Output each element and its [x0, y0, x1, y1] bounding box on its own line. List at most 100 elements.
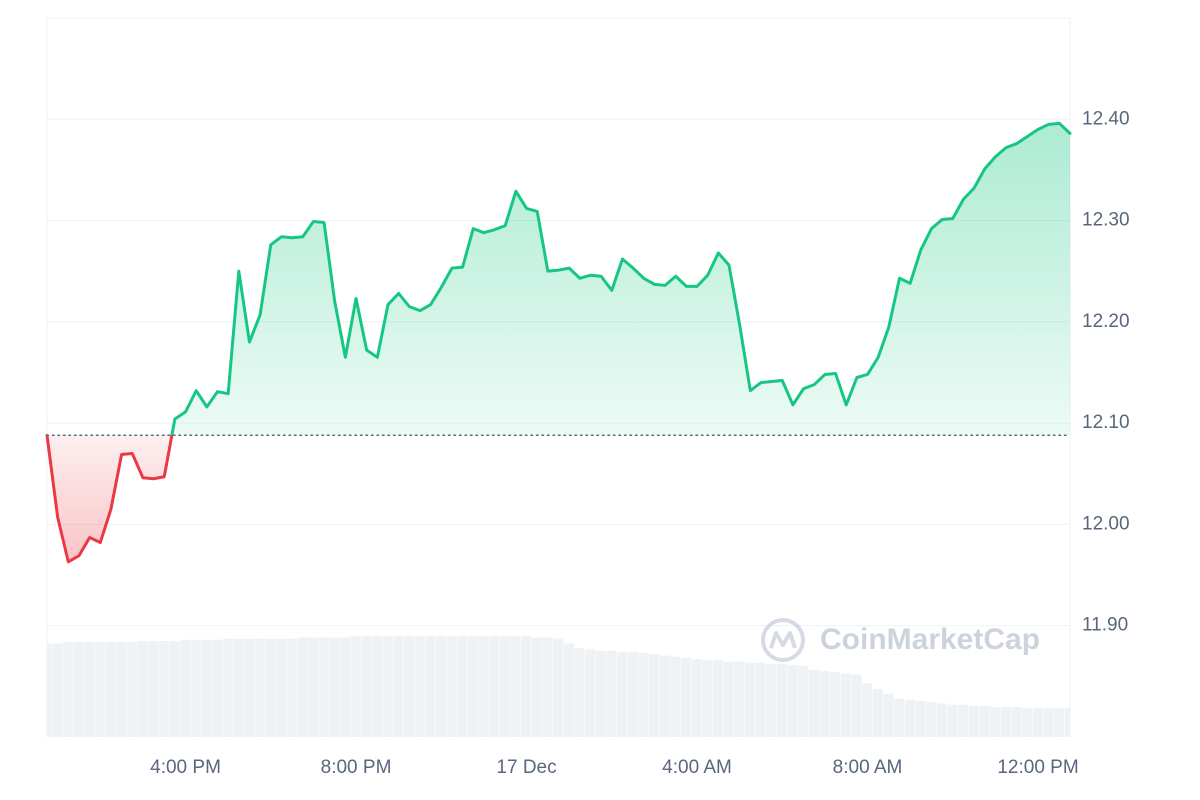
volume-bar	[574, 648, 585, 737]
volume-bar	[308, 637, 319, 737]
price-area	[47, 123, 1070, 562]
volume-bar	[883, 693, 894, 737]
volume-bar	[649, 654, 660, 737]
volume-bar	[94, 642, 106, 737]
volume-bar	[116, 642, 127, 737]
volume-bar	[766, 663, 777, 737]
volume-bar	[521, 636, 532, 737]
volume-bar	[787, 665, 798, 737]
volume-bar	[872, 689, 883, 737]
volume-bar	[212, 639, 223, 737]
volume-bar	[862, 683, 873, 737]
volume-bar	[1043, 708, 1054, 737]
volume-bar	[1000, 707, 1011, 737]
volume-bar	[926, 702, 937, 737]
x-tick-label: 4:00 AM	[662, 757, 732, 778]
volume-bar	[105, 642, 116, 737]
plot	[45, 121, 1072, 564]
y-tick-label: 12.00	[1082, 513, 1130, 534]
x-tick-label: 12:00 PM	[997, 757, 1078, 778]
x-tick-label: 4:00 PM	[150, 757, 221, 778]
volume-bar	[979, 705, 990, 737]
volume-bar	[819, 671, 830, 737]
volume-bar	[734, 661, 745, 737]
volume-bar	[180, 639, 191, 737]
volume-bar	[798, 666, 809, 737]
y-tick-label: 12.10	[1082, 412, 1130, 433]
volume-bar	[137, 641, 148, 737]
y-tick-label: 12.40	[1082, 108, 1130, 129]
volume-bar	[254, 638, 265, 737]
volume-bar	[638, 653, 649, 737]
volume-bar	[840, 673, 851, 737]
volume-bar	[585, 649, 596, 737]
x-tick-label: 8:00 PM	[321, 757, 392, 778]
price-line	[45, 121, 1072, 564]
volume-bar	[627, 651, 638, 737]
volume-bar	[244, 638, 255, 737]
volume-bar	[446, 636, 457, 737]
volume-bar	[968, 705, 979, 737]
volume-bar	[894, 698, 905, 737]
volume-bar	[1064, 708, 1070, 737]
volume-bar	[47, 643, 52, 737]
volume-bar	[425, 636, 436, 737]
volume-bar	[318, 637, 329, 737]
volume-bar	[947, 704, 958, 737]
volume-bar	[169, 641, 180, 737]
volume-bar	[372, 636, 383, 737]
volume-bar	[1022, 708, 1033, 737]
volume-bar	[958, 704, 969, 737]
volume-bar	[403, 636, 415, 737]
volume-bar	[222, 638, 233, 737]
volume-bar	[617, 651, 628, 737]
volume-bar	[990, 707, 1001, 737]
volume-bar	[201, 639, 212, 737]
volume-bar	[776, 663, 788, 737]
y-tick-label: 12.30	[1082, 210, 1130, 231]
volume-bar	[297, 637, 308, 737]
volume-bar	[329, 637, 340, 737]
watermark: CoinMarketCap	[820, 623, 1040, 656]
volume-bar	[478, 636, 489, 737]
volume-bar	[915, 701, 926, 737]
x-tick-label: 8:00 AM	[833, 757, 903, 778]
y-tick-label: 11.90	[1082, 615, 1128, 636]
volume-bar	[393, 636, 404, 737]
volume-bar	[499, 636, 510, 737]
volume-bar	[457, 636, 468, 737]
volume-bar	[830, 672, 841, 737]
volume-bar	[265, 638, 276, 737]
volume-bar	[542, 637, 553, 737]
volume-bar	[73, 642, 84, 737]
volume-bar	[553, 638, 564, 737]
volume-bar	[286, 638, 297, 737]
volume-bar	[681, 657, 692, 737]
volume-bar	[702, 660, 713, 737]
volume-bar	[744, 662, 756, 737]
volume-bar	[435, 636, 447, 737]
volume-bar	[713, 660, 724, 737]
volume-bar	[606, 650, 617, 737]
volume-bar	[233, 638, 244, 737]
volume-bar	[340, 637, 351, 737]
volume-bar	[350, 636, 361, 737]
volume-bar	[659, 655, 670, 737]
volume-bar	[755, 662, 766, 737]
volume-bar	[670, 656, 681, 737]
x-tick-label: 17 Dec	[496, 757, 556, 778]
y-tick-label: 12.20	[1082, 311, 1130, 332]
volume-bar	[467, 636, 478, 737]
volume-bar	[489, 636, 500, 737]
volume-bar	[148, 641, 159, 737]
volume-bar	[414, 636, 425, 737]
volume-bar	[276, 638, 287, 737]
volume-bar	[851, 674, 862, 737]
volume-bar	[52, 643, 63, 737]
volume-bar	[84, 642, 95, 737]
volume-bars	[47, 636, 1070, 737]
volume-bar	[382, 636, 393, 737]
volume-bar	[158, 641, 169, 737]
volume-bar	[904, 699, 915, 737]
